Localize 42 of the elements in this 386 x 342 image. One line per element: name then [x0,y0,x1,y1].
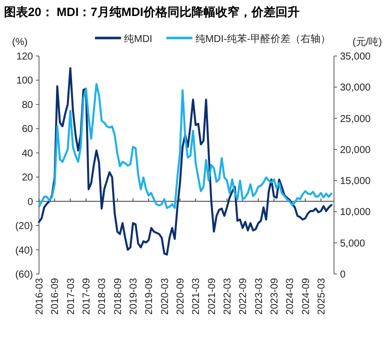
chart-title: 图表20： MDI：7月纯MDI价格同比降幅收窄，价差回升 [4,5,300,19]
x-tick-label: 2018-03 [97,278,108,315]
y-axis-title: (%) [12,37,28,48]
x-tick-label: 2023-09 [269,278,280,315]
y-tick-label: (20) [15,221,33,232]
legend-label: 纯MDI [124,33,152,45]
x-tick-label: 2024-09 [300,278,312,315]
y-tick-label: 20 [22,172,34,184]
x-tick-label: 2016-03 [34,278,46,315]
y-tick-label: 80 [22,100,34,111]
y2-tick-label: 15,000 [340,176,372,188]
y2-tick-label: 35,000 [340,52,372,62]
y-tick-label: 60 [22,124,34,136]
x-tick-label: 2025-03 [316,278,328,315]
y2-tick-label: 30,000 [340,82,372,94]
y-tick-label: 40 [22,148,34,160]
x-tick-label: 2019-09 [144,278,156,315]
x-tick-label: 2016-09 [50,278,62,315]
y2-tick-label: 20,000 [340,144,372,156]
x-tick-label: 2021-09 [206,278,218,315]
x-tick-label: 2024-03 [285,278,296,315]
legend-label: 纯MDI-纯苯-甲醛价差（右轴） [195,33,330,45]
x-tick-label: 2023-03 [254,278,265,315]
x-tick-label: 2021-03 [191,278,202,315]
x-tick-label: 2020-09 [175,278,186,315]
y-tick-label: 120 [16,52,34,62]
x-tick-label: 2022-03 [222,278,234,315]
y2-tick-label: 25,000 [340,114,372,125]
x-tick-label: 2019-03 [128,278,140,315]
y-tick-label: (40) [15,245,33,256]
x-tick-label: 2020-03 [160,278,171,315]
x-tick-label: 2017-03 [66,278,77,315]
y2-axis-title: (元/吨) [352,36,382,48]
y-tick-label: 0 [27,196,34,208]
x-tick-label: 2022-09 [238,278,250,315]
y2-tick-label: 10,000 [340,207,372,218]
y-tick-label: 100 [16,76,34,87]
y2-tick-label: 0 [340,270,346,280]
x-tick-label: 2018-09 [112,278,124,315]
y-tick-label: (60) [15,270,33,280]
y2-tick-label: 5,000 [340,238,366,250]
x-tick-label: 2017-09 [81,278,92,315]
